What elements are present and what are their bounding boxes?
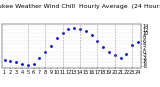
Text: Milwaukee Weather Wind Chill  Hourly Average  (24 Hours): Milwaukee Weather Wind Chill Hourly Aver… [0,4,160,9]
